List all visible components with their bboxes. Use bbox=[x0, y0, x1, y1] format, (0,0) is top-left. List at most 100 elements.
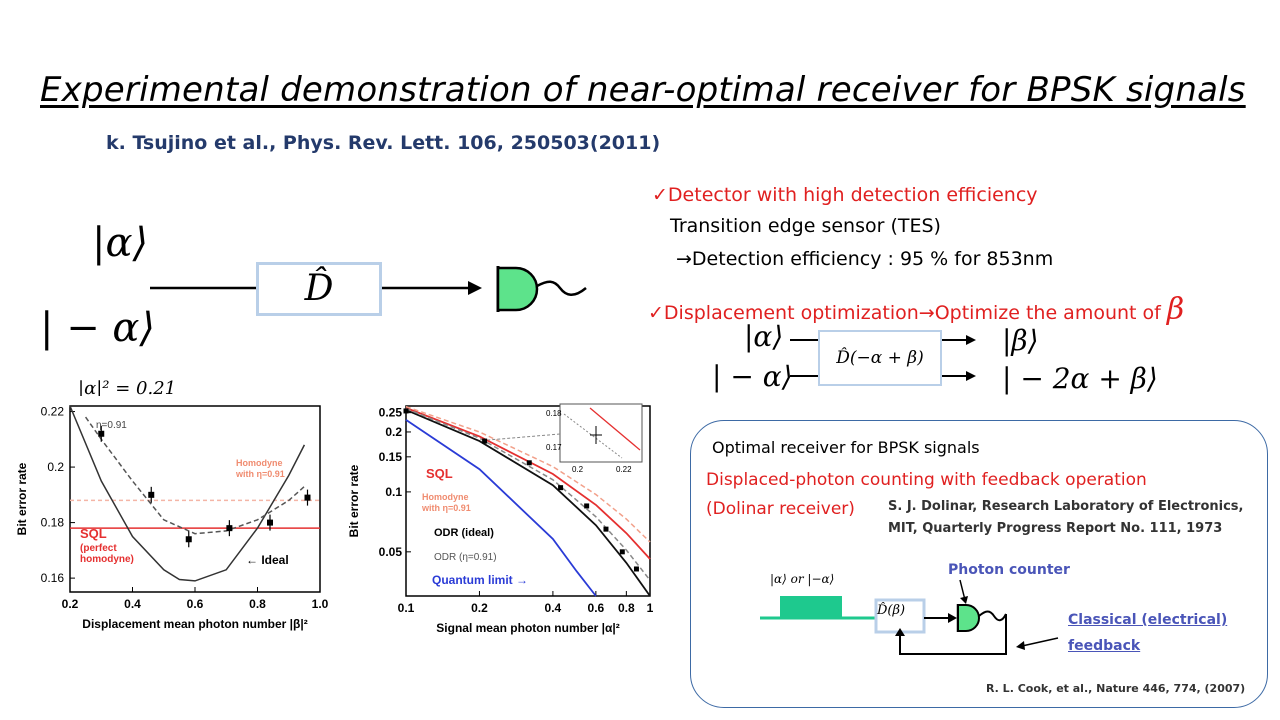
plot2-ytick-label: 0.1 bbox=[385, 485, 402, 499]
plot2-point bbox=[584, 503, 590, 509]
plot1-eta-curve bbox=[84, 416, 305, 535]
photodetector-icon bbox=[496, 266, 587, 312]
plot2-point bbox=[403, 408, 409, 414]
dolinar-diagram bbox=[760, 579, 1059, 655]
plot2-odr-eta-label: ODR (η=0.91) bbox=[434, 552, 497, 563]
disp-in1: |α⟩ bbox=[744, 320, 784, 353]
panel-red-line1: Displaced-photon counting with feedback … bbox=[706, 470, 1147, 490]
cook-cite: R. L. Cook, et al., Nature 446, 774, (20… bbox=[986, 682, 1246, 695]
plot2-odr-ideal-curve bbox=[405, 409, 651, 597]
plot2-inset-dotted-line bbox=[563, 413, 623, 459]
slide-title: Experimental demonstration of near-optim… bbox=[40, 70, 1246, 110]
dolinar-panel bbox=[690, 420, 1268, 708]
plot2-ytick-label: 0.05 bbox=[379, 545, 403, 559]
plot2-xtick-label: 0.2 bbox=[471, 601, 488, 615]
photon-counter-icon bbox=[956, 604, 1007, 632]
plot1-sql-label: SQL bbox=[80, 526, 107, 541]
bullet-detector: ✓Detector with high detection efficiency bbox=[652, 184, 1038, 206]
plot1-point bbox=[98, 430, 105, 437]
plot1-xtick-label: 0.2 bbox=[62, 597, 79, 611]
plot2-sql-label: SQL bbox=[426, 466, 453, 481]
dolinar-input-label: |α⟩ or |−α⟩ bbox=[770, 572, 835, 586]
plot1-xtick-label: 0.6 bbox=[187, 597, 204, 611]
plot1-ytick-label: 0.22 bbox=[41, 405, 65, 419]
plot2-quantum-limit-label: Quantum limit → bbox=[432, 573, 528, 587]
beta-symbol: β bbox=[1166, 292, 1185, 327]
plot1-sql-sub: (perfect bbox=[80, 543, 117, 554]
plot1-point bbox=[267, 519, 273, 526]
plot1-xtick-label: 0.8 bbox=[249, 597, 266, 611]
plot2-homodyne-label: Homodyne bbox=[422, 492, 469, 502]
plot1-ytick-label: 0.2 bbox=[47, 460, 64, 474]
feedback-label-1: Classical (electrical) bbox=[1068, 612, 1228, 628]
ket-alpha: |α⟩ bbox=[92, 220, 149, 266]
plot2-homodyne-label: with η=0.91 bbox=[421, 503, 471, 513]
disp-diagram-lines bbox=[790, 335, 976, 381]
bullet-displacement: ✓Displacement optimization→Optimize the … bbox=[648, 292, 1185, 327]
plot2-inset-pointer bbox=[487, 433, 561, 441]
plot1-header: |α|² = 0.21 bbox=[78, 378, 177, 399]
dolinar-cite-2: MIT, Quarterly Progress Report No. 111, … bbox=[888, 521, 1223, 536]
disp-operator-box: D̂(−α + β) bbox=[818, 330, 942, 386]
operator-label: D̂ bbox=[304, 268, 334, 309]
plot2-xtick-label: 0.8 bbox=[618, 601, 635, 615]
plot2-point bbox=[558, 485, 564, 491]
plot2-chart: 0.25 0.2 0.15 0.1 0.05 0.1 0.2 0.4 0.6 0.8 1 Bit er… bbox=[338, 376, 666, 638]
plot1-homodyne-label: Homodyne bbox=[236, 458, 283, 468]
plot1-ytick-label: 0.18 bbox=[41, 516, 65, 530]
dolinar-cite-1: S. J. Dolinar, Research Laboratory of El… bbox=[888, 499, 1244, 514]
disp-in2: | − α⟩ bbox=[712, 360, 793, 393]
plot2-ytick-label: 0.25 bbox=[379, 406, 403, 420]
plot2-point bbox=[603, 526, 609, 532]
plot1-xtick-label: 0.4 bbox=[124, 597, 141, 611]
main-diagram-lines bbox=[150, 266, 587, 312]
plot2-xtick-label: 0.6 bbox=[588, 601, 605, 615]
disp-out2: | − 2α + β⟩ bbox=[1002, 362, 1158, 395]
plot1-ylabel: Bit error rate bbox=[15, 462, 29, 535]
plot2-point bbox=[619, 549, 625, 555]
plot1-ideal-curve bbox=[69, 405, 306, 582]
plot2-xtick-label: 0.4 bbox=[545, 601, 562, 615]
plot2-inset-ytick: 0.17 bbox=[546, 443, 562, 452]
check-icon: ✓ bbox=[652, 184, 668, 206]
plot2-homodyne-curve bbox=[405, 405, 651, 543]
plot1-xtick-label: 1.0 bbox=[312, 597, 329, 611]
plot1-point bbox=[226, 525, 233, 532]
efficiency-line: →Detection efficiency : 95 % for 853nm bbox=[676, 248, 1054, 270]
plot2-xtick-label: 1 bbox=[647, 601, 654, 615]
panel-red-line2: (Dolinar receiver) bbox=[706, 499, 855, 519]
plot1-eta-label: η=0.91 bbox=[96, 420, 127, 431]
plot1-xlabel: Displacement mean photon number |β|² bbox=[82, 617, 307, 631]
plot1-point bbox=[148, 491, 155, 498]
plot2-xlabel: Signal mean photon number |α|² bbox=[436, 621, 619, 635]
plot2-ytick-label: 0.15 bbox=[379, 450, 403, 464]
plot2-xtick-label: 0.1 bbox=[398, 601, 415, 615]
plot1-chart: 0.22 0.2 0.18 0.16 0.2 0.4 0.6 0.8 1.0 Bit error … bbox=[8, 396, 334, 636]
plot1-point bbox=[185, 536, 192, 543]
plot2-inset-sql-line bbox=[589, 407, 641, 451]
plot1-ytick-label: 0.16 bbox=[41, 571, 65, 585]
tes-line: Transition edge sensor (TES) bbox=[670, 215, 941, 237]
check-icon: ✓ bbox=[648, 302, 664, 324]
plot2-inset-xtick: 0.22 bbox=[616, 465, 632, 474]
displacement-operator-box: D̂ bbox=[256, 262, 382, 316]
plot1-homodyne-label: with η=0.91 bbox=[235, 469, 285, 479]
plot2-inset-box bbox=[559, 403, 643, 463]
plot2-quantum-limit-curve bbox=[405, 419, 597, 597]
plot1-ideal-label: ← Ideal bbox=[246, 553, 289, 567]
ket-minus-alpha: | − α⟩ bbox=[40, 305, 156, 351]
plot2-point bbox=[526, 460, 532, 466]
plot2-inset-xtick: 0.2 bbox=[572, 465, 584, 474]
disp-out1: |β⟩ bbox=[1002, 324, 1039, 357]
citation: k. Tsujino et al., Phys. Rev. Lett. 106,… bbox=[106, 132, 661, 154]
plot2-inset-ytick: 0.18 bbox=[546, 409, 562, 418]
plot2-point bbox=[633, 566, 639, 572]
plot2-point bbox=[482, 438, 488, 444]
plot2-odr-ideal-label: ODR (ideal) bbox=[434, 527, 494, 539]
photon-counter-label: Photon counter bbox=[948, 562, 1070, 578]
plot2-odr-eta-curve bbox=[405, 407, 651, 581]
panel-heading: Optimal receiver for BPSK signals bbox=[712, 438, 980, 457]
feedback-label-2: feedback bbox=[1068, 638, 1141, 654]
bullet-detector-text: Detector with high detection efficiency bbox=[667, 184, 1038, 206]
plot2-frame-box bbox=[405, 405, 651, 597]
